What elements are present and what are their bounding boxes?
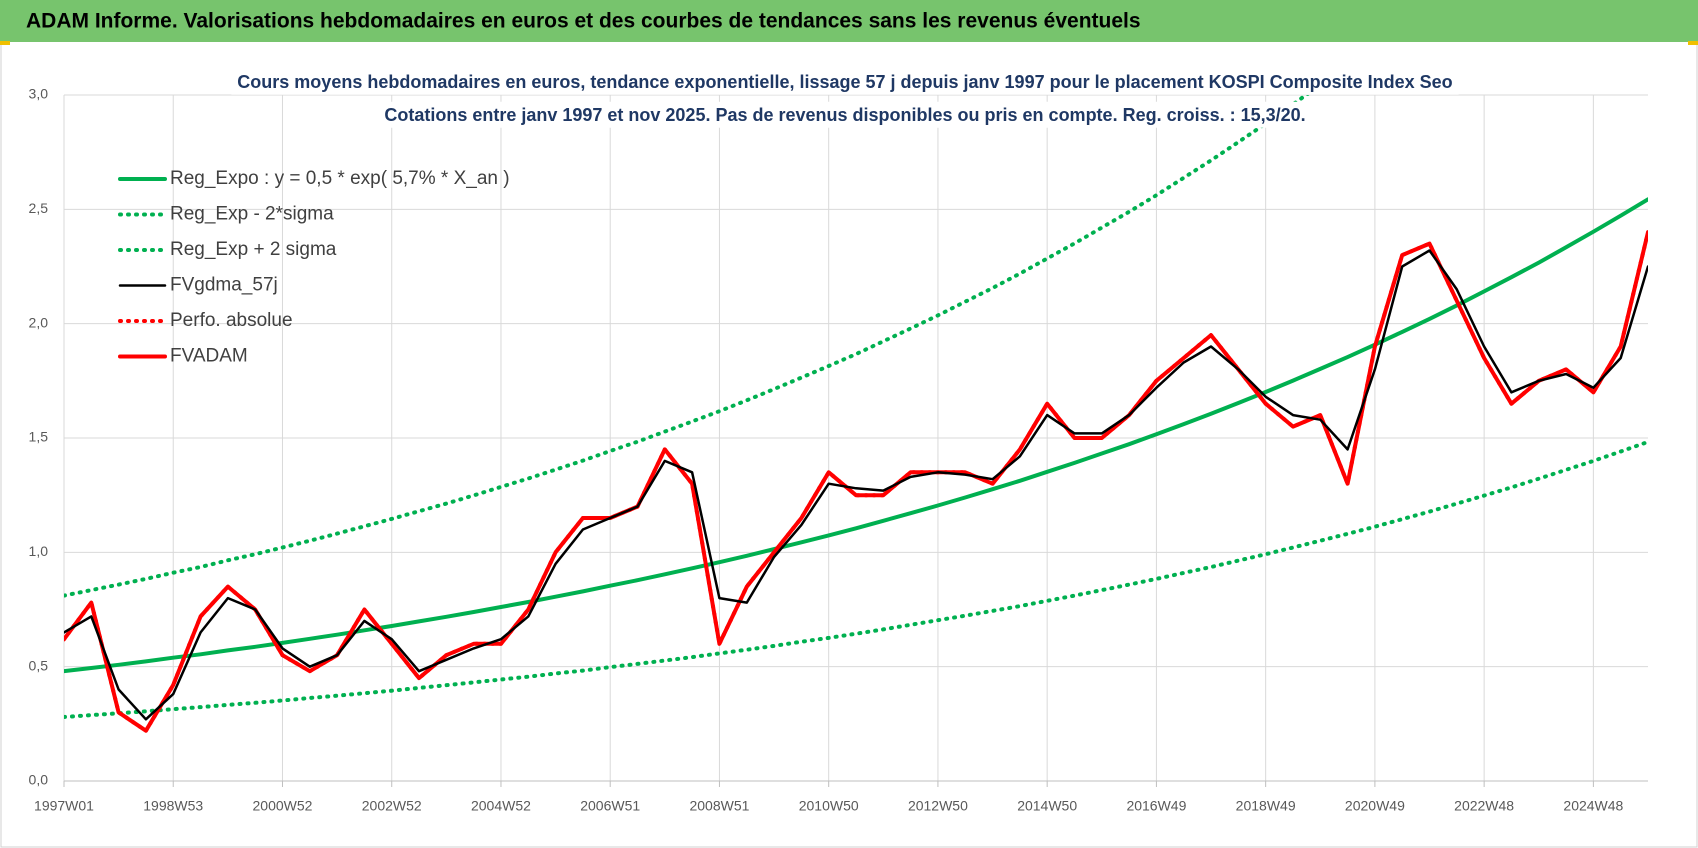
- y-tick-label: 2,5: [29, 200, 49, 216]
- series-line: [64, 249, 1648, 721]
- y-tick-label: 1,0: [29, 543, 49, 559]
- series-line: [64, 230, 1648, 733]
- y-tick-label: 0,0: [29, 772, 49, 788]
- series-line: [64, 439, 1648, 719]
- subtitle-background: [231, 68, 1459, 95]
- x-tick-label: 2002W52: [362, 798, 422, 814]
- plot-area: [64, 95, 1648, 733]
- legend-label: Perfo. absolue: [170, 310, 293, 331]
- x-tick-label: 2022W48: [1454, 798, 1514, 814]
- x-tick-label: 2010W50: [799, 798, 859, 814]
- corner-mark: [1688, 41, 1698, 45]
- y-tick-label: 2,0: [29, 314, 49, 330]
- x-tick-label: 1998W53: [143, 798, 203, 814]
- series-line: [64, 95, 1310, 598]
- corner-mark: [0, 41, 10, 45]
- grid: 0,0 0,5 1,0 1,5 2,0 2,5 3,0 1997W01 1998W53 2000W…: [29, 86, 1648, 814]
- y-tick-label: 1,5: [29, 429, 49, 445]
- x-tick-label: 2004W52: [471, 798, 531, 814]
- legend-label: Reg_Expo : y = 0,5 * exp( 5,7% * X_an ): [170, 168, 510, 189]
- x-tick-label: 2006W51: [580, 798, 640, 814]
- legend-label: Reg_Exp - 2*sigma: [170, 204, 334, 225]
- x-tick-label: 1997W01: [34, 798, 94, 814]
- x-tick-label: 2018W49: [1236, 798, 1296, 814]
- x-tick-label: 2014W50: [1017, 798, 1077, 814]
- chart-subtitle: Cours moyens hebdomadaires en euros, ten…: [237, 72, 1452, 92]
- legend-label: FVADAM: [170, 346, 248, 367]
- x-tick-label: 2012W50: [908, 798, 968, 814]
- title-bar: [0, 0, 1698, 42]
- x-tick-label: 2000W52: [253, 798, 313, 814]
- page-title: ADAM Informe. Valorisations hebdomadaire…: [26, 10, 1141, 33]
- overlay: Cours moyens hebdomadaires en euros, ten…: [118, 68, 1459, 367]
- series-line: [64, 197, 1648, 674]
- x-tick-label: 2016W49: [1126, 798, 1186, 814]
- x-tick-label: 2008W51: [689, 798, 749, 814]
- x-tick-label: 2020W49: [1345, 798, 1405, 814]
- x-tick-label: 2024W48: [1563, 798, 1623, 814]
- y-tick-label: 0,5: [29, 657, 49, 673]
- legend-label: Reg_Exp + 2 sigma: [170, 239, 337, 260]
- subtitle-background: [378, 101, 1312, 128]
- y-tick-label: 3,0: [29, 86, 49, 102]
- legend-label: FVgdma_57j: [170, 275, 278, 296]
- chart-subtitle: Cotations entre janv 1997 et nov 2025. P…: [384, 105, 1305, 125]
